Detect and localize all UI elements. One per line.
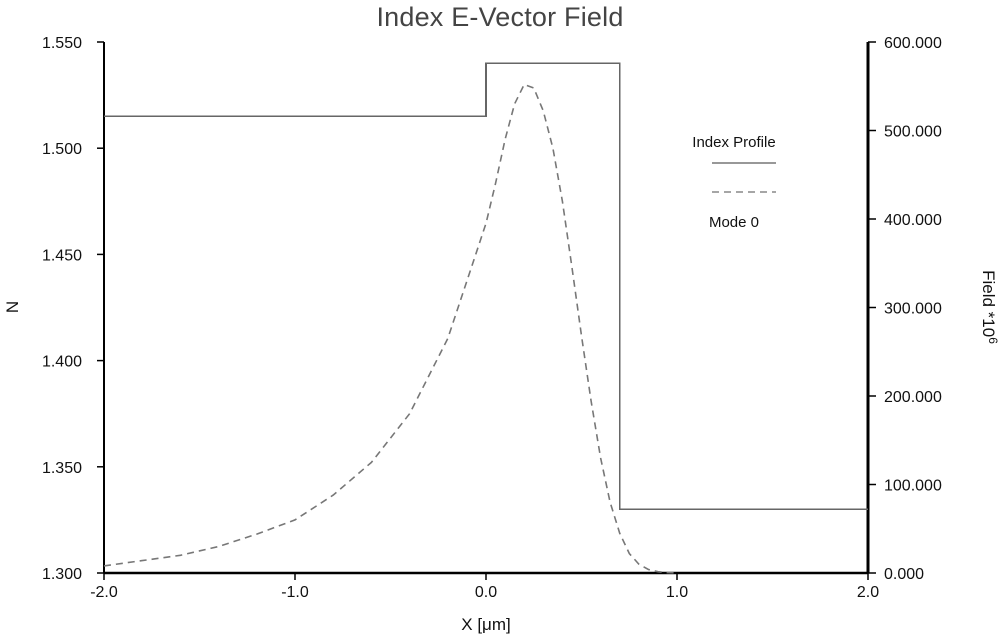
y-right-tick-label: 300.000	[884, 301, 942, 318]
y-right-tick-label: 100.000	[884, 478, 942, 495]
y-axis-right-title-superscript: 6	[986, 337, 1000, 344]
y-right-tick-label: 400.000	[884, 212, 942, 229]
x-tick-label: -1.0	[281, 584, 309, 601]
y-right-tick-label: 600.000	[884, 35, 942, 52]
y-right-tick-label: 500.000	[884, 124, 942, 141]
y-left-tick-label: 1.300	[42, 566, 82, 583]
ticks: -2.0 -1.0 0.0 1.0 2.0 1.300 1.350 1.400 1.450 1.5…	[42, 35, 942, 601]
x-tick-label: -2.0	[90, 584, 118, 601]
x-tick-label: 2.0	[857, 584, 879, 601]
x-tick-label: 1.0	[666, 584, 688, 601]
y-axis-right-title: Field *106	[979, 270, 1000, 344]
x-axis-title: X [μm]	[461, 615, 510, 634]
y-left-tick-label: 1.350	[42, 460, 82, 477]
y-left-tick-label: 1.550	[42, 35, 82, 52]
y-axis-right-title-main: Field *10	[979, 270, 998, 337]
axes	[103, 42, 870, 575]
x-tick-label: 0.0	[475, 584, 497, 601]
series	[103, 62, 868, 574]
y-left-tick-label: 1.500	[42, 141, 82, 158]
y-axis-left-title: N	[3, 301, 22, 313]
y-right-tick-label: 0.000	[884, 566, 924, 583]
y-left-tick-label: 1.450	[42, 247, 82, 264]
y-left-tick-label: 1.400	[42, 354, 82, 371]
legend: Index Profile Mode 0	[692, 134, 776, 231]
y-right-tick-label: 200.000	[884, 389, 942, 406]
chart-title: Index E-Vector Field	[376, 2, 624, 32]
legend-label-mode-0: Mode 0	[709, 214, 759, 231]
series-line-index-profile	[104, 62, 868, 511]
legend-label-index-profile: Index Profile	[692, 134, 775, 151]
series-line-mode-0	[103, 83, 678, 574]
